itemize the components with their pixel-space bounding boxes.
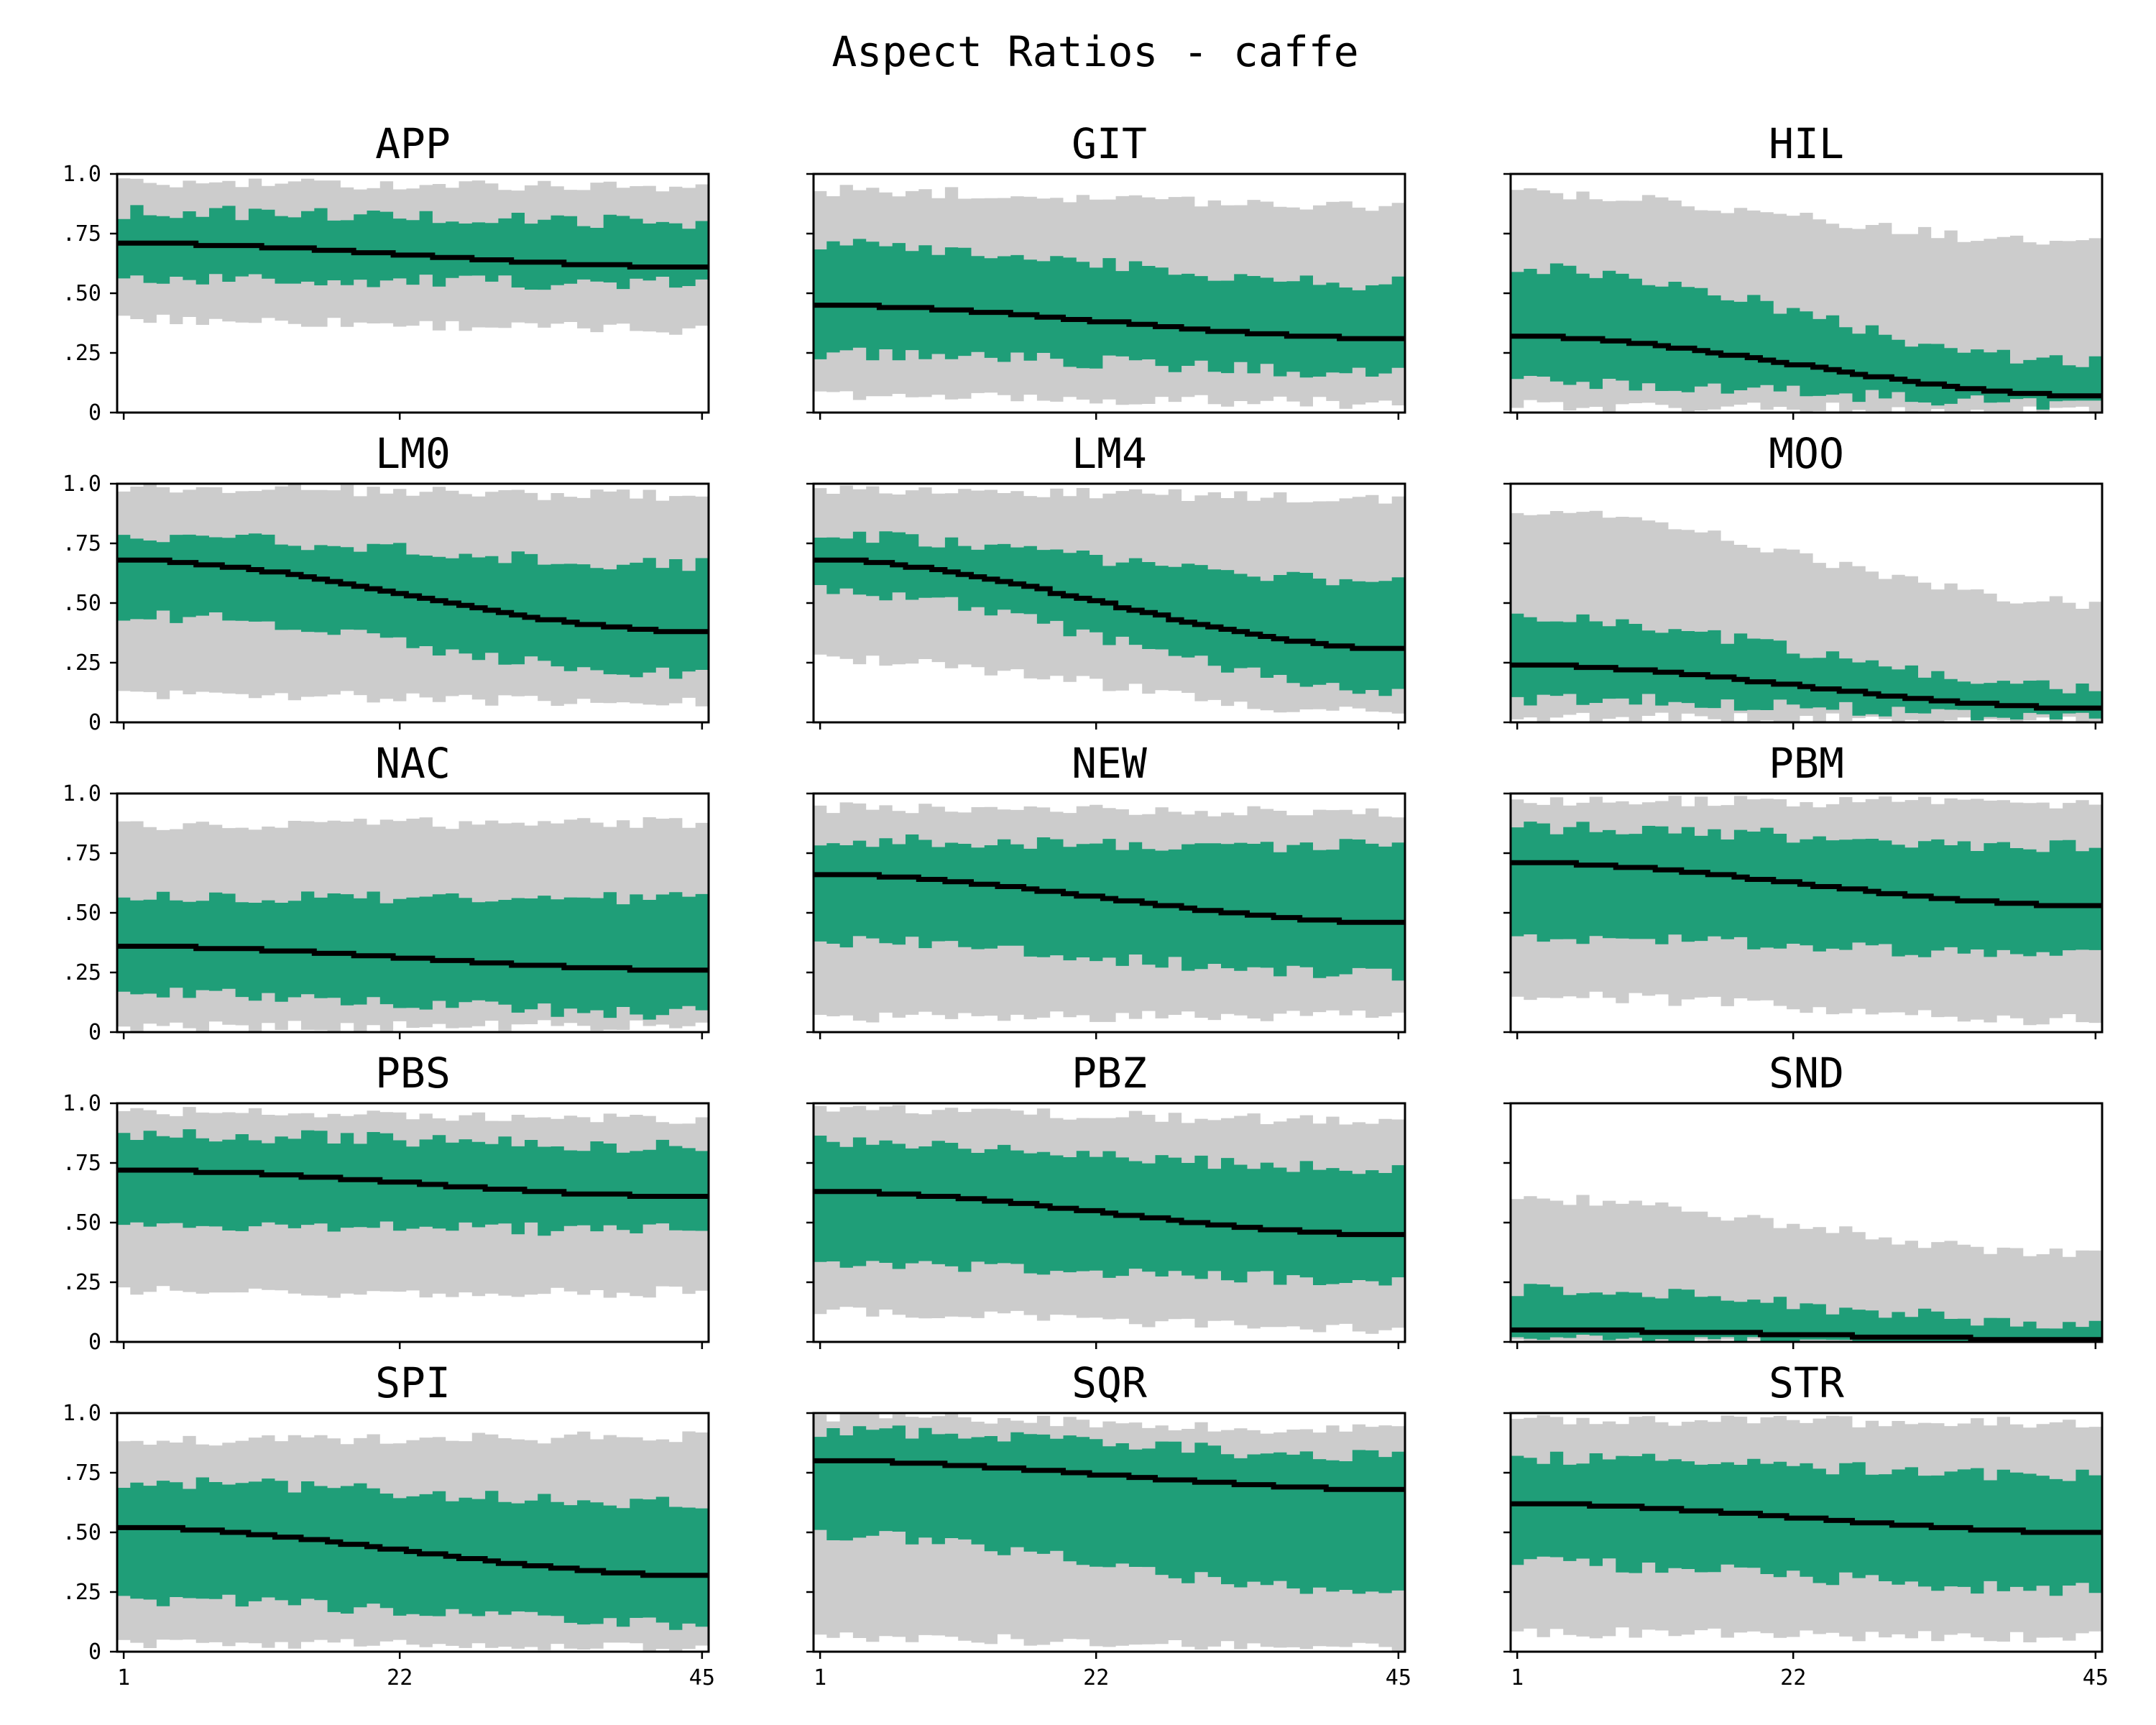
- y-tick-label: 0: [88, 1020, 101, 1045]
- panel-pbs: PBS 0 .25 .50 .75 1.0: [63, 1049, 710, 1355]
- panel-lm0: LM0 0 .25 .50 .75 1.0: [63, 429, 710, 735]
- y-tick-label: .25: [63, 341, 101, 366]
- median-line-git: [814, 303, 1405, 341]
- x-tick-label: 1: [117, 1665, 130, 1690]
- median-line-sqr: [814, 1458, 1405, 1492]
- y-tick-label: .25: [63, 960, 101, 985]
- panel-nac: NAC 0 .25 .50 .75 1.0: [63, 739, 710, 1045]
- panel-title-pbs: PBS: [375, 1049, 451, 1098]
- y-tick-label: 1.0: [63, 1401, 101, 1426]
- panel-title-nac: NAC: [375, 739, 451, 788]
- panel-title-lm0: LM0: [375, 429, 451, 478]
- x-tick-label: 45: [2083, 1665, 2109, 1690]
- median-line-app: [117, 240, 709, 270]
- panel-str: STR 1 22 45: [1503, 1358, 2109, 1690]
- panel-new: NEW: [806, 739, 1406, 1039]
- panel-title-moo: MOO: [1769, 429, 1844, 478]
- panel-title-hil: HIL: [1769, 119, 1844, 168]
- panel-title-snd: SND: [1769, 1049, 1844, 1098]
- x-tick-label: 45: [689, 1665, 715, 1690]
- inner-band-moo: [1511, 613, 2102, 721]
- y-tick-label: .50: [63, 1520, 101, 1545]
- median-line-new: [814, 872, 1405, 925]
- panel-title-sqr: SQR: [1072, 1358, 1147, 1407]
- y-tick-label: 1.0: [63, 1091, 101, 1116]
- y-tick-label: .75: [63, 1460, 101, 1486]
- y-tick-label: .50: [63, 591, 101, 616]
- inner-band-new: [814, 834, 1405, 981]
- panel-lm4: LM4: [806, 429, 1406, 730]
- inner-band-app: [117, 205, 709, 290]
- y-tick-label: .75: [63, 531, 101, 556]
- median-line-pbz: [814, 1189, 1405, 1238]
- y-tick-label: 1.0: [63, 781, 101, 806]
- x-tick-label: 1: [814, 1665, 826, 1690]
- median-line-snd: [1511, 1327, 2102, 1343]
- panel-title-pbm: PBM: [1769, 739, 1844, 788]
- inner-band-nac: [117, 891, 709, 1020]
- median-line-spi: [117, 1524, 709, 1578]
- y-tick-label: 1.0: [63, 162, 101, 187]
- median-line-str: [1511, 1501, 2102, 1535]
- inner-band-hil: [1511, 263, 2102, 410]
- median-line-pbm: [1511, 860, 2102, 908]
- median-line-moo: [1511, 662, 2102, 711]
- y-tick-label: .75: [63, 1151, 101, 1176]
- median-line-nac: [117, 944, 709, 973]
- x-tick-label: 45: [1386, 1665, 1411, 1690]
- panel-title-spi: SPI: [375, 1358, 451, 1407]
- panel-title-pbz: PBZ: [1072, 1049, 1147, 1098]
- inner-band-str: [1511, 1451, 2102, 1596]
- y-tick-label: .50: [63, 901, 101, 926]
- inner-band-snd: [1511, 1284, 2102, 1342]
- median-line-lm4: [814, 557, 1405, 651]
- panel-sqr: SQR 1 22 45: [806, 1358, 1411, 1690]
- y-tick-label: .25: [63, 1270, 101, 1295]
- y-tick-label: .50: [63, 281, 101, 306]
- panel-snd: SND: [1503, 1049, 2104, 1349]
- panel-title-lm4: LM4: [1072, 429, 1147, 478]
- inner-band-pbm: [1511, 822, 2102, 957]
- inner-band-git: [814, 239, 1405, 378]
- panel-title-new: NEW: [1072, 739, 1147, 788]
- x-tick-label: 22: [387, 1665, 413, 1690]
- panel-hil: HIL: [1503, 119, 2104, 420]
- y-tick-label: 1.0: [63, 472, 101, 497]
- y-tick-label: .25: [63, 650, 101, 676]
- y-tick-label: .75: [63, 841, 101, 866]
- y-tick-label: 0: [88, 710, 101, 735]
- panel-git: GIT: [806, 119, 1406, 420]
- x-tick-label: 22: [1083, 1665, 1109, 1690]
- y-tick-label: .50: [63, 1210, 101, 1236]
- panel-spi: SPI 0 .25 .50 .75 1.0 1 22 45: [63, 1358, 715, 1690]
- panel-title-app: APP: [375, 119, 451, 168]
- panel-title-git: GIT: [1072, 119, 1147, 168]
- y-tick-label: 0: [88, 400, 101, 426]
- median-line-lm0: [117, 557, 709, 635]
- y-tick-label: 0: [88, 1330, 101, 1355]
- y-tick-label: .25: [63, 1580, 101, 1605]
- panel-pbm: PBM: [1503, 739, 2104, 1039]
- panel-moo: MOO: [1503, 429, 2104, 730]
- panel-title-str: STR: [1769, 1358, 1844, 1407]
- figure-title: Aspect Ratios - caffe: [831, 27, 1358, 76]
- median-line-pbs: [117, 1167, 709, 1199]
- panel-pbz: PBZ: [806, 1049, 1406, 1349]
- median-line-hil: [1511, 334, 2102, 399]
- x-tick-label: 22: [1780, 1665, 1806, 1690]
- y-tick-label: 0: [88, 1639, 101, 1665]
- x-tick-label: 1: [1511, 1665, 1524, 1690]
- panel-app: APP 0 .25 .50 .75 1.0: [63, 119, 710, 426]
- y-tick-label: .75: [63, 221, 101, 247]
